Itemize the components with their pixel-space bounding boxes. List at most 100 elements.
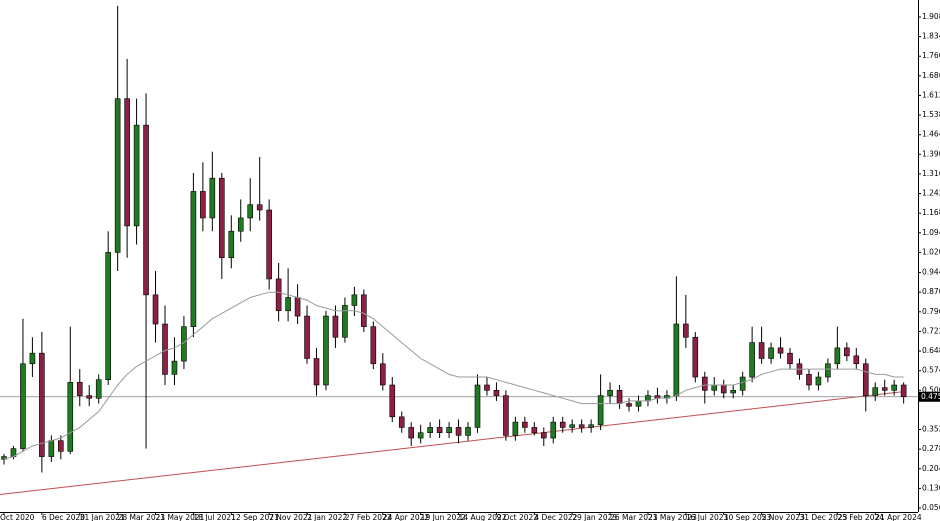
candle-body (1, 456, 7, 460)
candle-body (559, 421, 566, 428)
candle-body (881, 387, 888, 391)
candle-body (446, 427, 452, 434)
candle-body (701, 376, 708, 391)
y-tick-label: 0.6480 (922, 346, 940, 355)
candle-body (607, 389, 613, 396)
candle-body (228, 230, 235, 259)
candle-body (597, 395, 604, 426)
candle-body (730, 389, 736, 394)
x-tick-label: 31 Jan 2021 (80, 513, 125, 521)
candle-body (152, 294, 159, 325)
candle-body (720, 384, 727, 394)
candle-body (190, 191, 197, 327)
y-tick-label: 1.6860 (922, 71, 940, 80)
candle-body (616, 389, 623, 404)
x-tick-label: 12 Sep 2021 (231, 513, 279, 521)
x-tick-label: Oct 2020 (0, 513, 35, 521)
candle-body (512, 421, 519, 436)
candle-body (313, 358, 320, 386)
candle-body (692, 336, 699, 378)
y-tick-label: 1.2420 (922, 189, 940, 198)
candle-body (95, 379, 102, 399)
candle-body (29, 352, 36, 365)
y-tick-label: 1.8340 (922, 32, 940, 41)
x-tick-label: 21 Apr 2024 (875, 513, 922, 521)
candle-body (67, 382, 74, 452)
y-tick-label: 1.6120 (922, 90, 940, 99)
candle-body (758, 342, 765, 359)
candle-body (862, 363, 869, 396)
candle-body (86, 395, 93, 399)
price-label: 0.4756 (921, 392, 940, 401)
candle-body (323, 315, 329, 386)
candle-body (900, 384, 907, 398)
candle-body (143, 124, 149, 296)
candle-body (503, 395, 509, 436)
x-tick-label: 7 Nov 2021 (269, 513, 312, 521)
candle-body (484, 384, 490, 391)
candle-body (474, 384, 481, 428)
x-tick-label: 18 Jul 2021 (193, 513, 236, 521)
candle-body (304, 315, 310, 359)
candle-body (673, 323, 680, 396)
candle-body (370, 326, 377, 365)
candle-body (351, 294, 358, 306)
candle-body (683, 323, 689, 338)
candle-body (332, 315, 339, 338)
x-tick-label: 23 May 2021 (156, 513, 205, 521)
candle-body (256, 204, 263, 211)
candle-body (133, 124, 140, 227)
x-tick-label: 24 Apr 2022 (383, 513, 430, 521)
x-tick-label: 2 Jan 2022 (307, 513, 347, 521)
x-tick-label: 6 Dec 2020 (42, 513, 85, 521)
candle-body (20, 363, 26, 449)
price-label-box (919, 391, 940, 402)
candle-body (58, 440, 64, 452)
y-tick-label: 1.0200 (922, 247, 940, 256)
y-tick-label: 1.3160 (922, 169, 940, 178)
x-tick-label: 10 Sep 2023 (724, 513, 772, 521)
candle-body (200, 191, 206, 219)
candle-body (219, 177, 225, 259)
x-tick-label: 14 Aug 2022 (459, 513, 507, 521)
moving-average (3, 291, 904, 460)
candle-body (588, 424, 594, 428)
candle-body (768, 347, 774, 359)
candle-body (361, 294, 367, 327)
y-tick-label: 1.3900 (922, 149, 940, 158)
candle-body (493, 389, 500, 396)
y-tick-label: 1.5380 (922, 110, 940, 119)
candle-body (635, 400, 642, 407)
candle-body (550, 421, 557, 439)
candle-body (294, 297, 301, 317)
y-tick-label: 0.0560 (922, 503, 940, 512)
x-tick-label: 4 Dec 2022 (534, 513, 577, 521)
y-tick-label: 0.9440 (922, 268, 940, 277)
candle-body (825, 363, 831, 378)
candle-body (237, 217, 244, 232)
candle-body (342, 305, 348, 338)
trendline (0, 391, 904, 495)
candle-body (171, 360, 178, 375)
candle-body (739, 376, 746, 391)
candle-body (436, 427, 443, 434)
x-tick-label: 19 Jun 2022 (421, 513, 466, 521)
candle-body (834, 347, 841, 365)
candle-body (531, 427, 538, 434)
candle-body (777, 347, 784, 354)
candle-body (408, 427, 415, 439)
y-tick-label: 0.3520 (922, 425, 940, 434)
candle-body (815, 376, 822, 386)
y-tick-label: 0.2780 (922, 444, 940, 453)
y-tick-label: 0.5000 (922, 385, 940, 394)
candle-body (711, 384, 718, 391)
candle-body (105, 252, 111, 380)
y-tick-label: 1.9080 (922, 12, 940, 21)
x-tick-label: 27 Feb 2022 (345, 513, 392, 521)
candle-body (569, 424, 576, 428)
candle-body (209, 177, 216, 219)
y-tick-label: 0.7220 (922, 326, 940, 335)
candle-body (417, 432, 424, 439)
x-tick-label: 28 Mar 2021 (118, 513, 166, 521)
